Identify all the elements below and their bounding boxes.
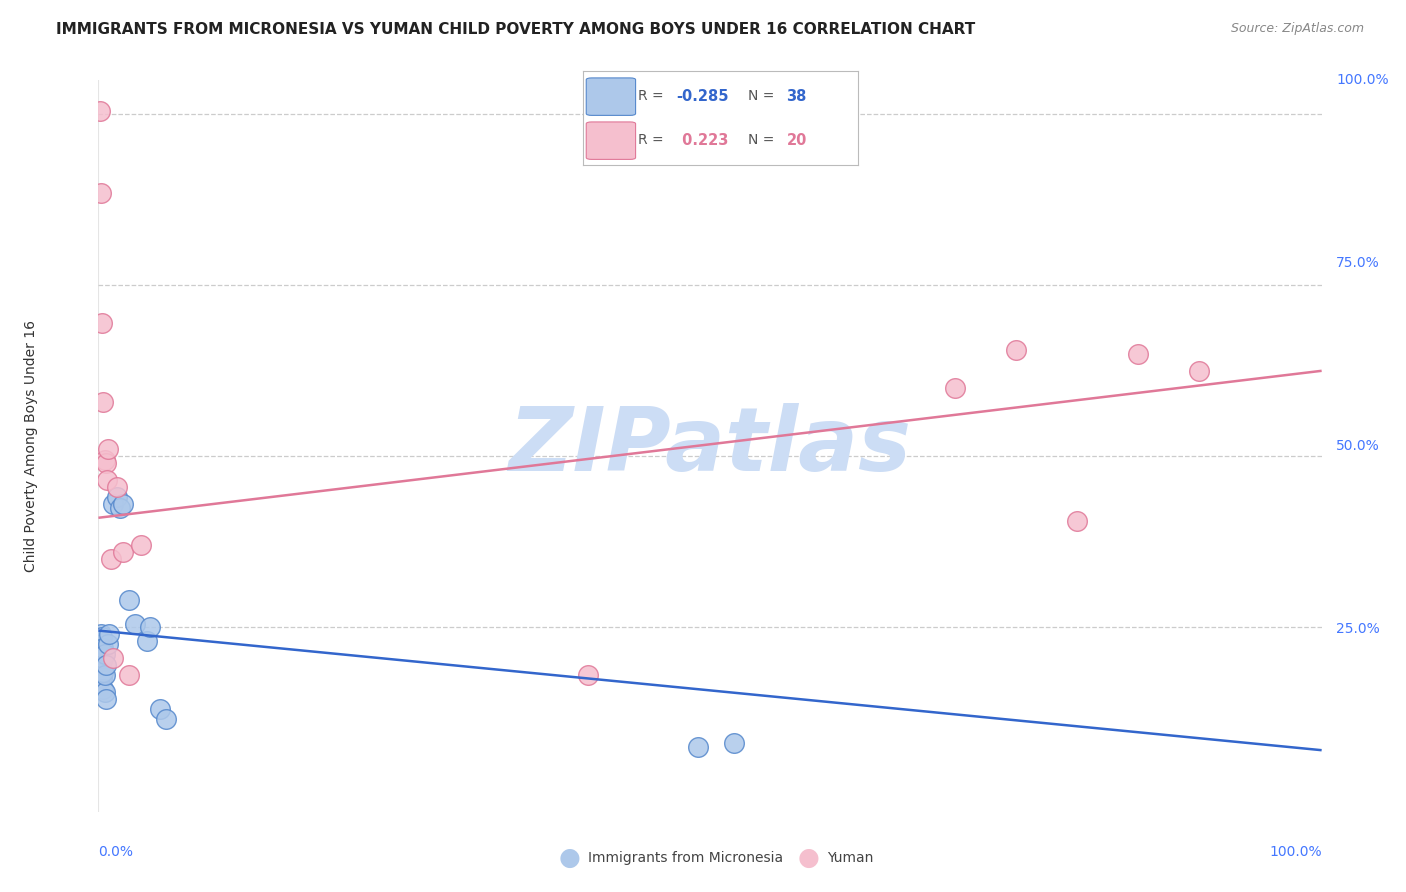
Text: N =: N = <box>748 89 779 103</box>
Point <box>90 648 112 662</box>
Text: Source: ZipAtlas.com: Source: ZipAtlas.com <box>1230 22 1364 36</box>
Text: R =: R = <box>638 89 668 103</box>
Point <box>91 640 114 655</box>
Point <box>1004 343 1026 358</box>
Point <box>105 480 128 494</box>
Point <box>91 637 114 651</box>
Text: 0.223: 0.223 <box>676 133 728 148</box>
Text: Child Poverty Among Boys Under 16: Child Poverty Among Boys Under 16 <box>24 320 38 572</box>
FancyBboxPatch shape <box>586 122 636 160</box>
Text: Yuman: Yuman <box>827 851 873 865</box>
Text: ●: ● <box>558 847 581 870</box>
Text: 20: 20 <box>786 133 807 148</box>
Point <box>576 668 599 682</box>
Point <box>91 672 114 686</box>
Text: ZIPatlas: ZIPatlas <box>509 402 911 490</box>
Point <box>91 631 114 645</box>
Point <box>91 681 114 696</box>
Point <box>111 545 134 559</box>
Point <box>136 633 159 648</box>
Point <box>94 456 117 470</box>
Point <box>118 668 141 682</box>
Point <box>98 627 121 641</box>
Point <box>93 648 115 662</box>
Point <box>101 497 124 511</box>
Text: -0.285: -0.285 <box>676 88 730 103</box>
Point <box>90 627 112 641</box>
Point <box>723 736 745 750</box>
Text: 100.0%: 100.0% <box>1336 73 1389 87</box>
Point <box>124 616 146 631</box>
Point <box>91 651 114 665</box>
Text: 0.0%: 0.0% <box>98 845 134 859</box>
Point <box>90 657 112 672</box>
Point <box>91 665 114 679</box>
Point <box>94 657 117 672</box>
Point <box>97 637 120 651</box>
Point <box>100 551 122 566</box>
Point <box>94 692 117 706</box>
Point <box>91 316 114 330</box>
Point <box>1066 514 1088 528</box>
Text: 50.0%: 50.0% <box>1336 439 1381 453</box>
Point <box>89 651 111 665</box>
Text: Immigrants from Micronesia: Immigrants from Micronesia <box>588 851 783 865</box>
Point <box>90 640 112 655</box>
Point <box>91 644 114 658</box>
Point <box>89 640 111 655</box>
Point <box>93 685 115 699</box>
Text: R =: R = <box>638 133 668 147</box>
Text: 100.0%: 100.0% <box>1270 845 1322 859</box>
Point <box>105 490 128 504</box>
Point <box>101 651 124 665</box>
Point <box>139 620 162 634</box>
Text: 25.0%: 25.0% <box>1336 622 1381 636</box>
Point <box>129 538 152 552</box>
Point <box>1128 347 1150 361</box>
Point <box>91 654 114 668</box>
Point <box>90 186 112 200</box>
Text: 75.0%: 75.0% <box>1336 256 1381 270</box>
Point <box>149 702 172 716</box>
Point <box>96 473 118 487</box>
Point <box>943 381 966 395</box>
Point <box>89 631 111 645</box>
FancyBboxPatch shape <box>586 78 636 115</box>
Text: ●: ● <box>797 847 820 870</box>
Point <box>90 633 112 648</box>
Point <box>91 394 114 409</box>
Point <box>1188 364 1211 378</box>
Point <box>155 713 177 727</box>
Point <box>93 668 115 682</box>
Point <box>93 452 115 467</box>
Text: N =: N = <box>748 133 779 147</box>
Point <box>118 592 141 607</box>
Text: 38: 38 <box>786 88 807 103</box>
Point <box>97 442 120 457</box>
Text: IMMIGRANTS FROM MICRONESIA VS YUMAN CHILD POVERTY AMONG BOYS UNDER 16 CORRELATIO: IMMIGRANTS FROM MICRONESIA VS YUMAN CHIL… <box>56 22 976 37</box>
Point <box>686 739 709 754</box>
Point <box>111 497 134 511</box>
Point <box>91 665 114 679</box>
Point <box>89 103 111 118</box>
Point <box>89 644 111 658</box>
Point <box>110 500 132 515</box>
